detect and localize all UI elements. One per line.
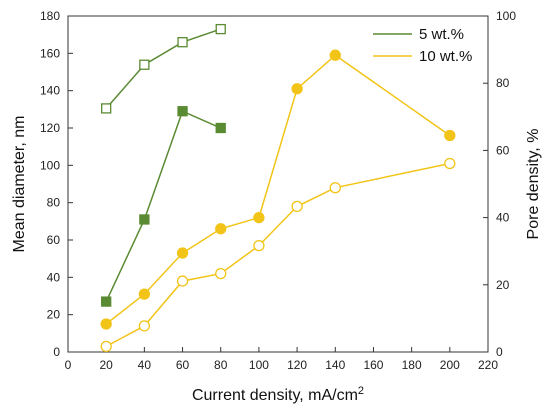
right-y-axis-title: Pore density, % <box>525 129 542 240</box>
x-axis-title: Current density, mA/cm2 <box>192 385 364 404</box>
right-y-axis-ticks: 0 20 40 60 80 100 <box>483 9 516 359</box>
data-point <box>139 59 150 70</box>
x-tick-label: 120 <box>287 358 307 372</box>
series-2 <box>101 23 226 114</box>
left-y-tick-label: 180 <box>40 9 60 23</box>
series-1 <box>101 106 226 307</box>
x-tick-label: 20 <box>100 358 114 372</box>
left-y-tick-label: 100 <box>40 158 60 172</box>
legend: 5 wt.% 10 wt.% <box>373 26 472 65</box>
data-point <box>101 103 112 114</box>
data-point <box>100 340 112 353</box>
data-point <box>253 239 265 252</box>
series-line <box>105 110 222 302</box>
x-tick-label: 180 <box>402 358 422 372</box>
data-point <box>177 106 188 117</box>
x-tick-label: 60 <box>176 358 190 372</box>
x-tick-label: 100 <box>249 358 269 372</box>
right-y-tick-label: 20 <box>496 278 510 292</box>
data-point <box>291 83 303 95</box>
data-point <box>138 320 151 332</box>
series-line <box>105 28 221 109</box>
x-tick-label: 200 <box>440 358 460 372</box>
data-point <box>100 318 112 330</box>
data-point <box>139 214 150 225</box>
left-y-tick-label: 60 <box>47 233 61 247</box>
left-y-axis-ticks: 0 20 40 60 80 100 120 140 160 180 <box>40 9 73 359</box>
right-y-tick-label: 100 <box>496 9 516 23</box>
data-point <box>101 296 112 307</box>
data-point <box>138 288 151 300</box>
right-y-tick-label: 0 <box>496 345 503 359</box>
data-point <box>176 275 189 287</box>
data-point <box>215 267 227 280</box>
x-tick-label: 0 <box>65 358 72 372</box>
data-point <box>329 182 341 194</box>
series-line <box>105 162 450 348</box>
data-point <box>177 37 188 48</box>
left-y-tick-label: 120 <box>40 121 60 135</box>
left-y-axis-title: Mean diameter, nm <box>11 116 28 253</box>
data-point <box>253 211 265 224</box>
data-point <box>291 200 303 213</box>
data-point <box>215 223 227 235</box>
left-y-tick-label: 20 <box>47 308 61 322</box>
legend-label-10wt: 10 wt.% <box>419 48 472 65</box>
x-tick-label: 80 <box>214 358 228 372</box>
series-layer <box>100 23 456 353</box>
data-point <box>176 247 189 259</box>
legend-label-5wt: 5 wt.% <box>419 26 464 43</box>
plot-frame <box>67 15 489 353</box>
left-y-tick-label: 160 <box>40 46 60 60</box>
series-line <box>105 54 451 325</box>
right-y-tick-label: 80 <box>496 76 510 90</box>
left-y-tick-label: 0 <box>53 345 60 359</box>
x-tick-label: 220 <box>478 358 498 372</box>
series-4 <box>100 157 456 353</box>
right-y-tick-label: 40 <box>496 211 510 225</box>
x-tick-label: 140 <box>325 358 345 372</box>
right-y-tick-label: 60 <box>496 143 510 157</box>
data-point <box>329 49 341 61</box>
series-3 <box>100 49 456 330</box>
data-point <box>444 157 456 170</box>
left-y-tick-label: 140 <box>40 84 60 98</box>
left-y-tick-label: 80 <box>47 196 61 210</box>
x-tick-label: 160 <box>363 358 383 372</box>
x-tick-label: 40 <box>138 358 152 372</box>
data-point <box>444 129 456 142</box>
data-point <box>215 23 226 35</box>
left-y-tick-label: 40 <box>47 270 61 284</box>
data-point <box>215 122 226 134</box>
x-axis-ticks: 0 20 40 60 80 100 120 140 160 180 200 220 <box>65 347 498 372</box>
